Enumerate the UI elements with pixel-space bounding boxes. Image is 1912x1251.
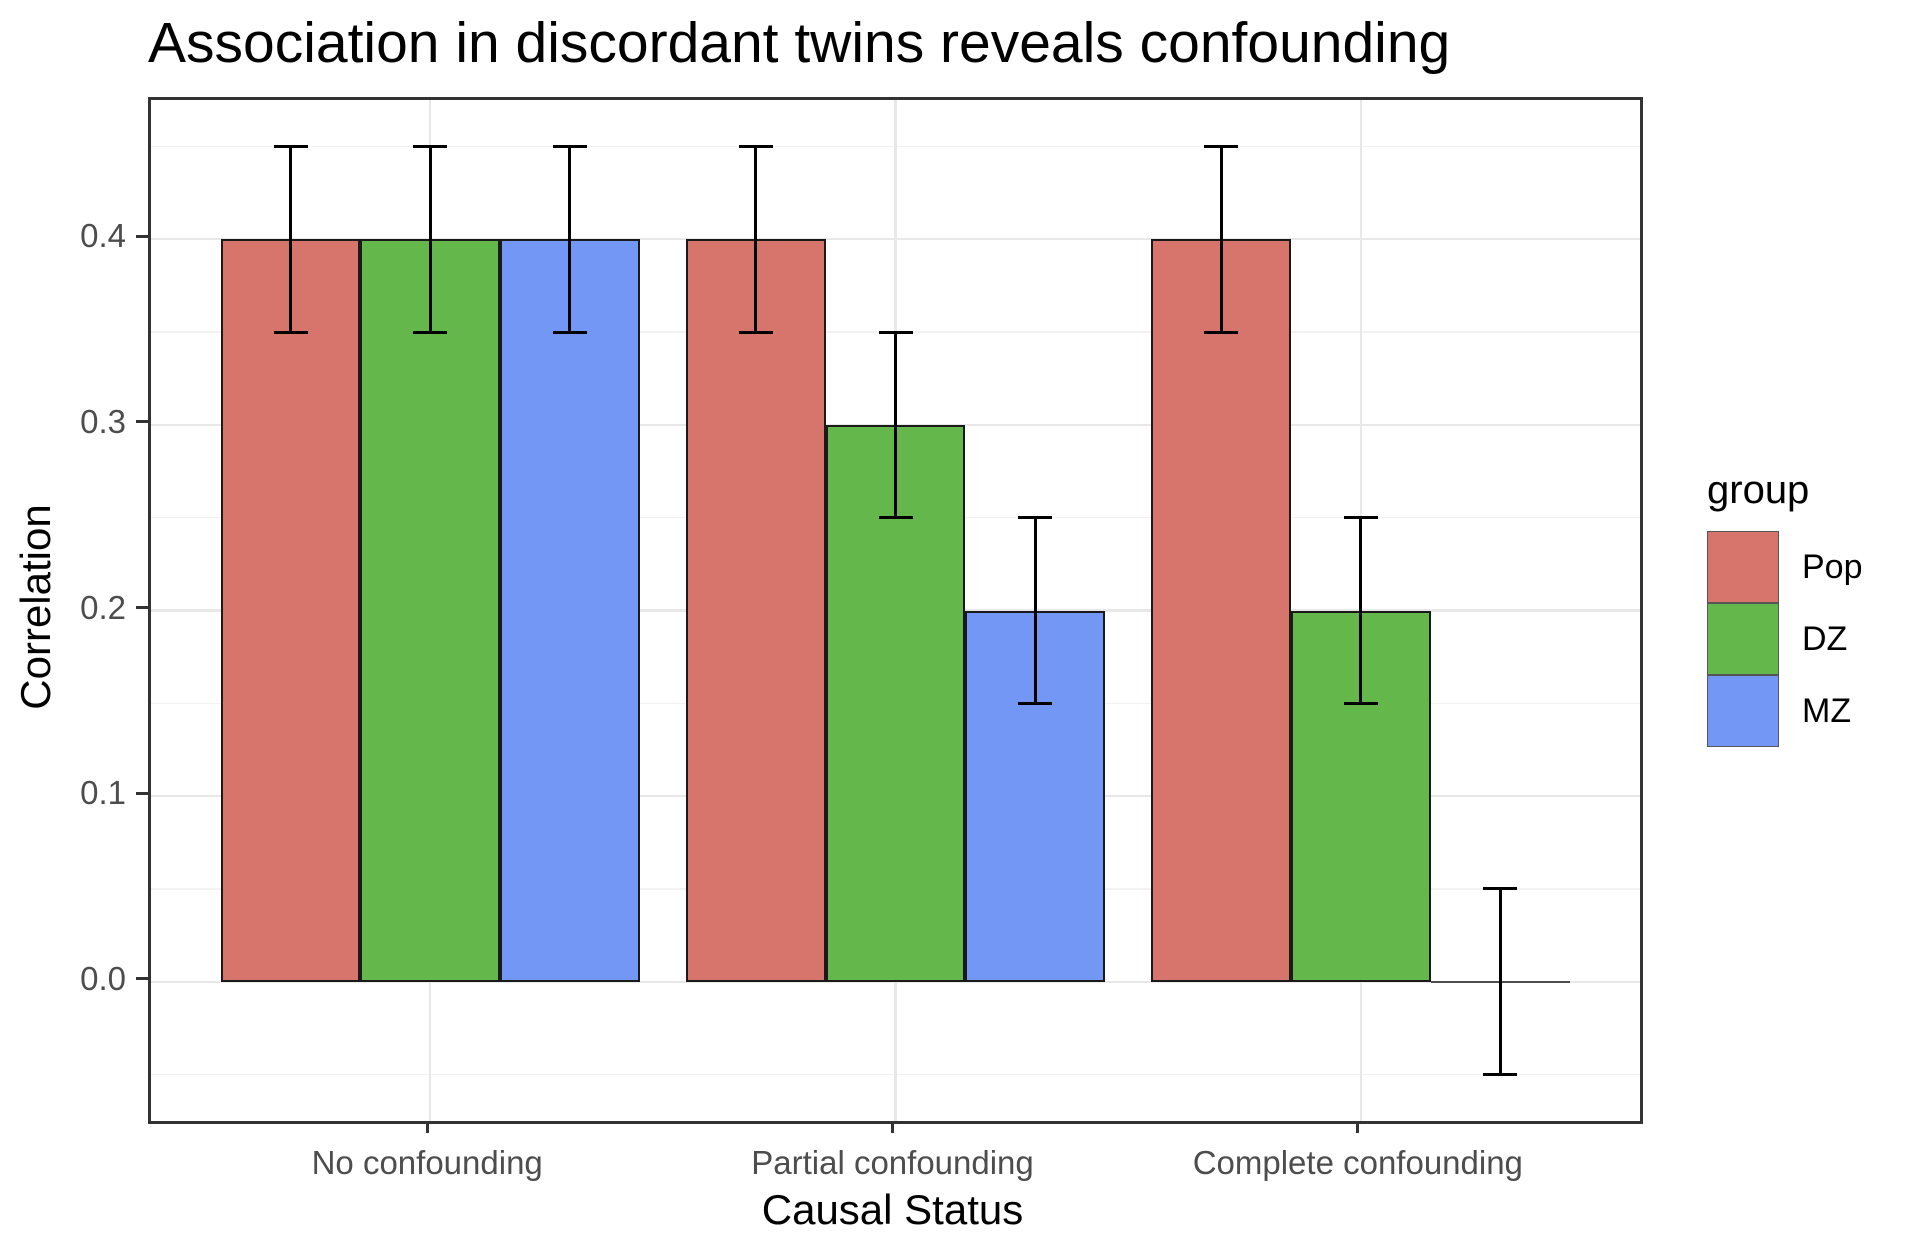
bar-pop-1	[686, 239, 826, 982]
y-tick-label: 0.1	[80, 774, 126, 812]
x-axis-title: Causal Status	[761, 1186, 1024, 1233]
y-tick	[136, 234, 148, 238]
y-tick	[136, 791, 148, 795]
y-tick	[136, 606, 148, 609]
y-tick	[136, 977, 148, 981]
legend-label-dz: DZ	[1802, 619, 1848, 658]
error-bar-line	[289, 146, 293, 333]
error-bar-cap	[413, 144, 448, 148]
y-tick-label: 0.3	[80, 402, 126, 440]
plot-panel	[148, 97, 1643, 1124]
bar-mz-0	[499, 239, 640, 982]
y-tick-label: 0.0	[80, 959, 126, 997]
bar-pop-0	[220, 239, 361, 982]
y-tick-label: 0.4	[80, 217, 126, 255]
bar-dz-0	[360, 239, 500, 982]
legend-items: Pop DZ MZ	[1707, 531, 1863, 747]
error-bar-line	[754, 146, 758, 333]
error-bar-line	[428, 146, 432, 333]
chart-title: Association in discordant twins reveals …	[148, 11, 1451, 75]
error-bar-cap	[273, 144, 308, 148]
error-bar-cap	[1018, 701, 1053, 705]
error-bar-line	[1498, 888, 1502, 1075]
legend-swatch-dz	[1707, 603, 1779, 675]
legend-item-dz: DZ	[1707, 603, 1863, 675]
error-bar-line	[1219, 146, 1223, 333]
y-tick	[136, 420, 148, 424]
error-bar-cap	[1483, 887, 1518, 891]
x-tick	[425, 1121, 429, 1133]
legend-item-mz: MZ	[1707, 675, 1863, 747]
x-tick-label: Complete confounding	[1192, 1144, 1523, 1181]
legend-swatch-mz	[1707, 675, 1779, 747]
error-bar-cap	[1204, 144, 1239, 148]
legend: group Pop DZ MZ	[1707, 468, 1863, 747]
error-bar-cap	[552, 330, 587, 334]
error-bar-cap	[552, 144, 587, 148]
x-tick-label: No confounding	[311, 1144, 543, 1181]
error-bar-line	[1359, 517, 1363, 704]
error-bar-cap	[878, 516, 913, 520]
legend-label-pop: Pop	[1802, 547, 1863, 586]
legend-title: group	[1707, 468, 1810, 512]
bar-pop-2	[1151, 239, 1292, 982]
error-bar-cap	[738, 144, 773, 148]
x-tick	[1356, 1121, 1360, 1133]
y-tick-label: 0.2	[80, 588, 126, 626]
error-bar-cap	[1343, 701, 1378, 705]
legend-label-mz: MZ	[1802, 691, 1852, 730]
error-bar-cap	[413, 330, 448, 334]
error-bar-line	[1033, 517, 1037, 704]
error-bar-cap	[878, 330, 913, 334]
x-tick-label: Partial confounding	[751, 1144, 1034, 1181]
error-bar-line	[568, 146, 572, 333]
error-bar-line	[894, 332, 897, 518]
error-bar-cap	[738, 330, 773, 334]
error-bar-cap	[273, 330, 308, 334]
legend-swatch-pop	[1707, 531, 1779, 603]
y-axis-title: Correlation	[12, 504, 59, 710]
error-bar-cap	[1483, 1073, 1518, 1077]
x-tick	[891, 1121, 894, 1133]
error-bar-cap	[1018, 516, 1053, 520]
error-bar-cap	[1343, 516, 1378, 520]
error-bar-cap	[1204, 330, 1239, 334]
legend-item-pop: Pop	[1707, 531, 1863, 603]
